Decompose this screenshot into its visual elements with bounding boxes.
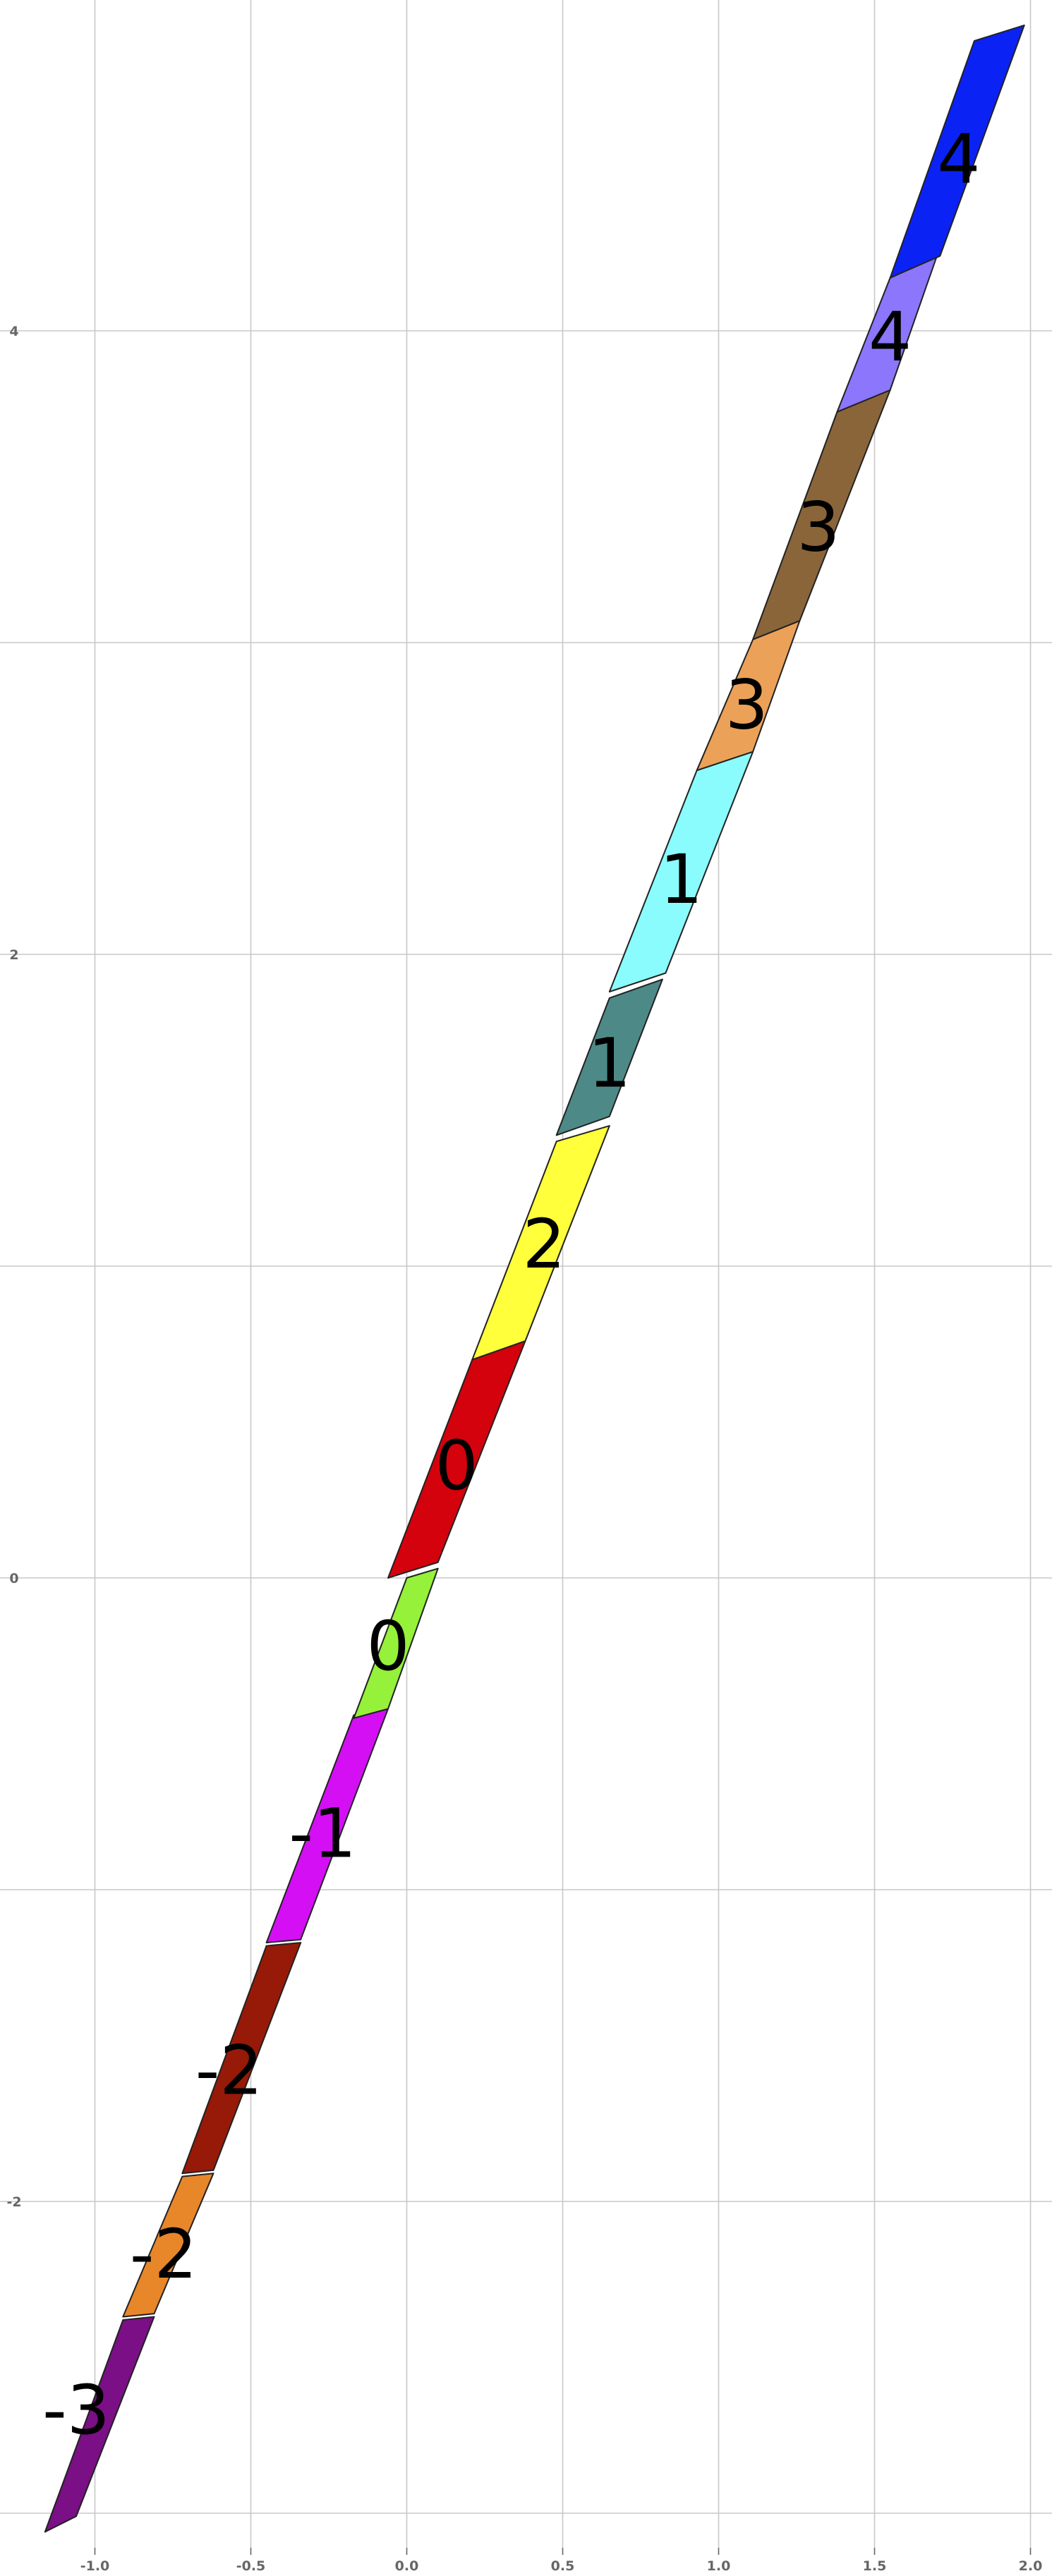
segment-7 — [555, 978, 663, 1136]
x-tick-label-6: 2.0 — [1019, 2558, 1043, 2574]
segment-0 — [44, 2316, 155, 2533]
segment-label-3: -1 — [289, 1794, 356, 1873]
segment-label-5: 0 — [435, 1426, 478, 1505]
x-tick-label-5: 1.5 — [863, 2558, 887, 2574]
segment-label-6: 2 — [522, 1205, 565, 1284]
segments-layer — [44, 24, 1025, 2533]
y-tick-label-3: 4 — [9, 324, 18, 339]
x-tick-label-0: -1.0 — [80, 2558, 110, 2574]
y-tick-label-1: 0 — [9, 1571, 18, 1586]
segment-label-8: 1 — [660, 840, 703, 919]
segment-label-2: -2 — [195, 2031, 263, 2110]
y-tick-label-0: -2 — [6, 2194, 21, 2210]
segment-label-0: -3 — [42, 2371, 110, 2450]
segment-label-9: 3 — [725, 665, 768, 744]
x-tick-label-4: 1.0 — [707, 2558, 731, 2574]
segment-label-11: 4 — [869, 298, 912, 377]
x-tick-label-1: -0.5 — [236, 2558, 266, 2574]
axis-ticks: -1.0 -0.5 0.0 0.5 1.0 1.5 2.0 -2 0 2 4 — [6, 324, 1042, 2574]
segment-6 — [471, 1125, 610, 1361]
segment-1 — [122, 2173, 214, 2318]
segment-label-12: 4 — [937, 120, 980, 199]
x-tick-label-2: 0.0 — [395, 2558, 419, 2574]
segment-12 — [889, 24, 1025, 279]
segment-labels-layer: -3 -2 -2 -1 0 0 2 1 1 3 3 4 4 — [42, 120, 980, 2450]
segment-label-7: 1 — [588, 1024, 631, 1103]
segment-2 — [181, 1942, 302, 2175]
segment-label-4: 0 — [366, 1607, 409, 1686]
segment-label-1: -2 — [130, 2215, 198, 2294]
segment-label-10: 3 — [797, 488, 840, 567]
x-tick-label-3: 0.5 — [551, 2558, 575, 2574]
segment-4 — [353, 1567, 439, 1719]
y-tick-label-2: 2 — [9, 947, 18, 963]
